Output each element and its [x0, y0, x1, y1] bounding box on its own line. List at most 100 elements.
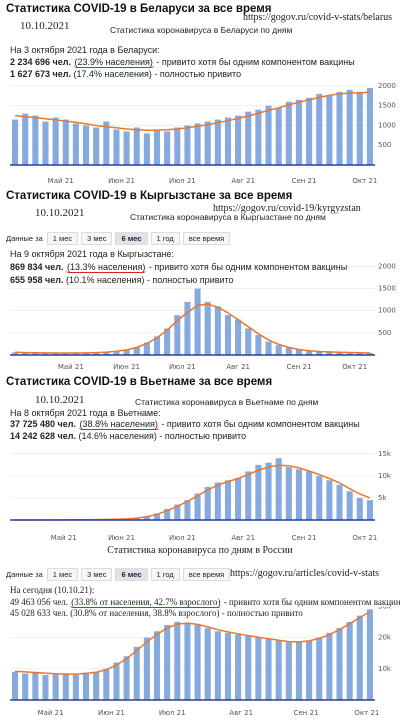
x-tick-label: Май 21 — [58, 363, 84, 371]
bar — [204, 121, 211, 165]
bar — [245, 635, 252, 700]
bar — [336, 484, 343, 520]
bar — [184, 125, 191, 165]
y-tick-label: 1000 — [378, 121, 396, 129]
description: - привито хотя бы одним компонентом вакц… — [148, 262, 348, 272]
bar — [366, 609, 373, 700]
as-of: На 3 октября 2021 года в Беларуси: — [10, 45, 160, 55]
count: 655 958 чел. — [10, 275, 64, 285]
description: - привито хотя бы одним компонентом вакц… — [161, 419, 360, 429]
bar — [164, 508, 171, 520]
period-selector: Данные за 1 мес 3 мес 6 мес 1 год все время — [6, 232, 233, 245]
x-tick-label: Авг 21 — [226, 363, 250, 371]
period-button[interactable]: 6 мес — [115, 568, 148, 581]
bar — [235, 478, 242, 520]
vaccination-stat: 869 834 чел. (13.3% населения) - привито… — [10, 262, 348, 273]
bar — [306, 471, 313, 520]
x-tick-label: Май 21 — [48, 177, 74, 185]
url: https://gogov.ru/articles/covid-v-stats — [230, 568, 380, 579]
bar — [306, 97, 313, 165]
bar — [316, 351, 323, 355]
vaccination-stat: 49 463 056 чел. (33.8% от населения, 42.… — [10, 597, 400, 608]
period-button[interactable]: 1 год — [150, 232, 180, 245]
description: - полностью привито — [221, 608, 303, 618]
bar — [346, 352, 353, 355]
as-of: На 8 октября 2021 года в Вьетнаме: — [10, 408, 161, 418]
share: (23.9% населения) — [73, 57, 154, 68]
y-tick-label: 5k — [378, 494, 387, 502]
url: https://gogov.ru/covid-v-stats/belarus — [243, 12, 393, 23]
bar — [346, 89, 353, 165]
vaccination-stat: 655 958 чел. (10.1% населения) - полност… — [10, 275, 234, 285]
bar — [164, 625, 171, 700]
bar — [123, 656, 130, 700]
bar — [316, 93, 323, 165]
share: (13.3% населения) — [66, 262, 147, 273]
bar — [143, 342, 150, 355]
bar — [326, 480, 333, 520]
bar — [316, 637, 323, 700]
y-tick-label: 1500 — [378, 285, 396, 293]
period-button[interactable]: 1 мес — [46, 568, 79, 581]
bar — [93, 352, 100, 355]
subtitle: Статистика коронавируса в Кыргызстане по… — [130, 212, 326, 222]
bar — [285, 347, 292, 355]
as-of: На 9 октября 2021 года в Кыргызстане: — [10, 249, 174, 259]
x-tick-label: Июл 21 — [159, 709, 186, 717]
bar — [366, 353, 373, 355]
period-button[interactable]: все время — [182, 568, 231, 581]
description: - полностью привито — [154, 69, 242, 79]
period-button[interactable]: 6 мес — [115, 232, 148, 245]
x-tick-label: Июн 21 — [98, 709, 125, 717]
bar — [103, 351, 110, 355]
share: (14.6% населения) — [78, 431, 157, 441]
count: 37 725 480 чел. — [10, 419, 76, 429]
bar — [153, 129, 161, 165]
bar — [235, 115, 242, 165]
description: - привито хотя бы одним компонентом вакц… — [156, 57, 355, 67]
x-tick-label: Окт 21 — [352, 534, 377, 542]
y-tick-label: 500 — [378, 329, 391, 337]
bar — [336, 352, 343, 355]
average-line — [15, 611, 371, 675]
bar — [265, 341, 272, 355]
vaccination-stat: 14 242 628 чел. (14.6% населения) - полн… — [10, 431, 247, 441]
x-tick-label: Июн 21 — [108, 534, 135, 542]
period-button[interactable]: 3 мес — [81, 232, 113, 245]
bar — [164, 131, 171, 165]
y-tick-label: 10k — [378, 665, 392, 673]
bar — [133, 517, 140, 520]
x-tick-label: Авг 21 — [231, 177, 255, 185]
bar — [295, 99, 302, 165]
bar — [174, 127, 181, 165]
bar — [356, 615, 363, 700]
x-tick-label: Июн 21 — [108, 177, 135, 185]
subtitle: Статистика коронавируса в Беларуси по дн… — [110, 25, 293, 35]
bar — [113, 129, 120, 165]
bar — [306, 351, 313, 355]
bar — [346, 491, 353, 520]
bar — [32, 353, 39, 355]
bar — [285, 467, 292, 520]
period-button[interactable]: 1 год — [150, 568, 180, 581]
vaccination-stat: 37 725 480 чел. (38.8% населения) - прив… — [10, 419, 360, 430]
y-tick-label: 500 — [378, 141, 391, 149]
bar — [255, 464, 262, 520]
x-tick-label: Сен 21 — [292, 534, 317, 542]
date: 10.10.2021 — [35, 207, 85, 219]
description: - привито хотя бы одним компонентом вакц… — [223, 597, 400, 607]
bar — [235, 634, 242, 700]
bar — [153, 513, 161, 520]
bar — [224, 315, 232, 355]
bar — [153, 336, 161, 355]
x-tick-label: Авг 21 — [229, 709, 253, 717]
vaccination-stat: 45 028 633 чел. (30.8% от населения, 38.… — [10, 608, 303, 618]
period-button[interactable]: все время — [182, 232, 231, 245]
period-button[interactable]: 1 мес — [46, 232, 79, 245]
bar — [22, 352, 29, 355]
period-button[interactable]: 3 мес — [81, 568, 113, 581]
bar — [366, 87, 373, 165]
count: 45 028 633 чел. — [10, 608, 69, 618]
bar — [326, 351, 333, 355]
bar — [245, 328, 252, 355]
